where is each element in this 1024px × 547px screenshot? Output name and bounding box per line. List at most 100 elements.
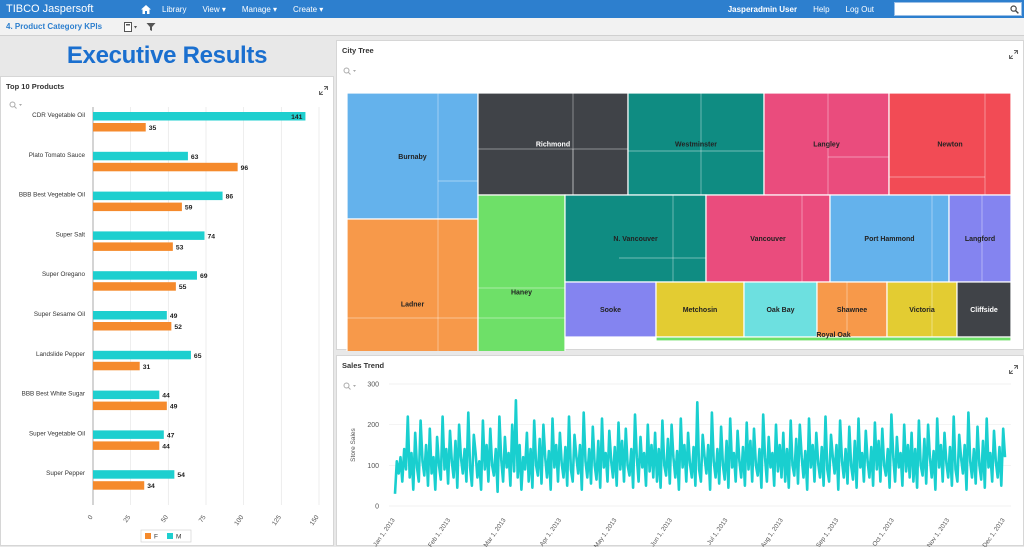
panel-title: Top 10 Products — [6, 82, 65, 91]
menu-view[interactable]: View ▾ — [202, 4, 226, 14]
y-tick-label: 0 — [375, 504, 379, 511]
data-label: 31 — [143, 364, 151, 371]
menu-library[interactable]: Library — [162, 4, 187, 14]
x-tick-label: Jun 1, 2013 — [649, 517, 674, 547]
x-tick-label: Mar 1, 2013 — [483, 517, 508, 547]
y-tick-label: 200 — [367, 422, 379, 429]
treemap-cell — [816, 281, 888, 338]
bar-f — [93, 401, 167, 411]
data-label: 65 — [194, 353, 202, 360]
data-label: 86 — [226, 194, 234, 201]
category-label: CDR Vegetable Oil — [32, 112, 85, 119]
treemap-cell — [477, 92, 629, 196]
x-tick-label: Jan 1, 2013 — [372, 517, 397, 547]
bar-m — [93, 311, 167, 320]
treemap-label: Sooke — [600, 307, 621, 314]
data-label: 69 — [200, 273, 208, 280]
data-label: 47 — [167, 432, 175, 439]
expand-icon[interactable] — [1009, 46, 1018, 64]
category-label: Super Pepper — [46, 470, 85, 477]
treemap-cell — [477, 194, 566, 351]
data-label: 55 — [179, 284, 187, 291]
expand-icon[interactable] — [1009, 361, 1018, 379]
x-tick-label: 25 — [122, 514, 132, 524]
x-tick-label: 150 — [309, 514, 321, 527]
search-icon[interactable] — [1010, 5, 1019, 14]
x-tick-label: Nov 1, 2013 — [926, 517, 951, 547]
main-menu: Library View ▾ Manage ▾ Create ▾ — [154, 5, 331, 14]
city-tree-panel: City Tree Burnaby Ladner Richmond Westminst… — [336, 40, 1024, 351]
treemap-cell — [564, 194, 707, 283]
x-tick-label: 125 — [271, 514, 283, 527]
data-label: 54 — [177, 472, 185, 479]
data-label: 74 — [207, 233, 215, 240]
legend-swatch-m — [167, 533, 173, 539]
top10-bar-chart: 0 25 50 75 100 125 150 CDR Vegetable Oil 141 35 Pl… — [19, 107, 321, 543]
treemap-label: Shawnee — [837, 307, 867, 314]
x-tick-label: Apr 1, 2013 — [539, 517, 564, 547]
x-tick-label: Feb 1, 2013 — [427, 517, 452, 547]
y-axis-label: Store Sales — [350, 427, 357, 461]
treemap-label: Westminster — [675, 142, 717, 149]
y-tick-label: 100 — [367, 463, 379, 470]
bar-m — [93, 350, 191, 360]
x-tick-label: Sep 1, 2013 — [815, 517, 840, 547]
data-label: 35 — [149, 125, 157, 132]
treemap-label: Vancouver — [750, 236, 786, 243]
treemap-cell — [627, 92, 765, 196]
treemap-cell — [948, 194, 1012, 283]
expand-icon[interactable] — [319, 82, 328, 100]
data-label: 53 — [176, 244, 184, 251]
chart-options-icon[interactable] — [9, 97, 23, 115]
treemap-label: Haney — [511, 290, 532, 297]
menu-manage[interactable]: Manage ▾ — [241, 4, 278, 14]
treemap-cell — [829, 194, 950, 283]
data-label: 44 — [162, 443, 170, 450]
report-toolbar: 4. Product Category KPIs — [0, 18, 1024, 36]
bar-m — [93, 271, 197, 280]
filter-icon[interactable] — [146, 22, 156, 32]
x-tick-label: 0 — [87, 514, 95, 521]
category-label: Super Sesame Oil — [34, 311, 85, 318]
data-label: 49 — [170, 313, 178, 320]
data-label: 96 — [241, 165, 249, 172]
treemap-label: N. Vancouver — [613, 236, 658, 243]
category-label: Super Vegetable Oil — [29, 430, 85, 437]
treemap-label: Burnaby — [398, 154, 427, 161]
x-tick-label: Aug 1, 2013 — [760, 517, 785, 547]
category-label: Super Oregano — [42, 271, 86, 278]
treemap-label: Cliffside — [970, 307, 998, 314]
legend-label-f: F — [154, 534, 158, 541]
home-icon[interactable] — [138, 4, 154, 14]
x-tick-label: Dec 1, 2013 — [981, 517, 1006, 547]
data-label: 49 — [170, 404, 178, 411]
export-icon[interactable] — [124, 21, 138, 32]
bar-m — [93, 430, 164, 439]
user-name[interactable]: Jasperadmin User — [727, 4, 798, 14]
brand-logo[interactable]: TIBCO Jaspersoft — [6, 3, 94, 15]
help-link[interactable]: Help — [813, 4, 830, 14]
category-label: Plato Tomato Sauce — [29, 152, 86, 159]
search-input[interactable] — [894, 2, 1022, 16]
sales-trend-line-chart: 0 100 200 300 Store Sales Jan 1, 2013 Feb 1, 2… — [350, 382, 1011, 547]
bar-f — [93, 202, 182, 212]
sales-series-line — [393, 398, 1007, 494]
bar-m — [93, 112, 306, 121]
treemap-cell — [655, 336, 1012, 342]
treemap-label: Oak Bay — [766, 307, 794, 314]
dashboard-title-area: Executive Results — [0, 36, 334, 76]
treemap-label: Langford — [965, 236, 995, 243]
chart-options-icon[interactable] — [343, 63, 357, 81]
treemap-cell — [888, 92, 1012, 196]
treemap-label: Port Hammond — [864, 236, 914, 243]
top10-products-panel: Top 10 Products 0 25 50 75 100 125 150 CDR Vege… — [0, 76, 334, 546]
user-menu-area: Jasperadmin User Help Log Out — [720, 0, 1024, 18]
bar-f — [93, 322, 172, 331]
x-tick-label: Oct 1, 2013 — [871, 517, 896, 547]
chart-options-icon[interactable] — [343, 378, 357, 396]
bar-m — [93, 470, 175, 479]
top-navigation-bar: TIBCO Jaspersoft Library View ▾ Manage ▾… — [0, 0, 1024, 18]
x-tick-label: 100 — [233, 514, 245, 527]
logout-link[interactable]: Log Out — [845, 4, 874, 14]
menu-create[interactable]: Create ▾ — [293, 4, 324, 14]
